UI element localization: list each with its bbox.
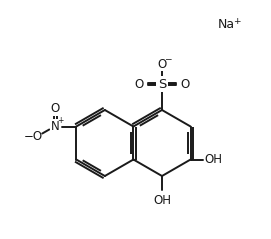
Text: O: O <box>134 77 144 91</box>
Text: +: + <box>233 17 240 26</box>
Text: OH: OH <box>153 195 171 207</box>
Text: +: + <box>57 116 63 125</box>
Text: −: − <box>164 54 171 64</box>
Text: N: N <box>51 120 60 133</box>
Text: O: O <box>180 77 190 91</box>
Text: Na: Na <box>218 18 235 31</box>
Text: OH: OH <box>205 153 222 166</box>
Text: S: S <box>158 77 166 91</box>
Text: O: O <box>51 102 60 115</box>
Text: −O: −O <box>24 130 43 143</box>
Text: O: O <box>157 58 167 71</box>
